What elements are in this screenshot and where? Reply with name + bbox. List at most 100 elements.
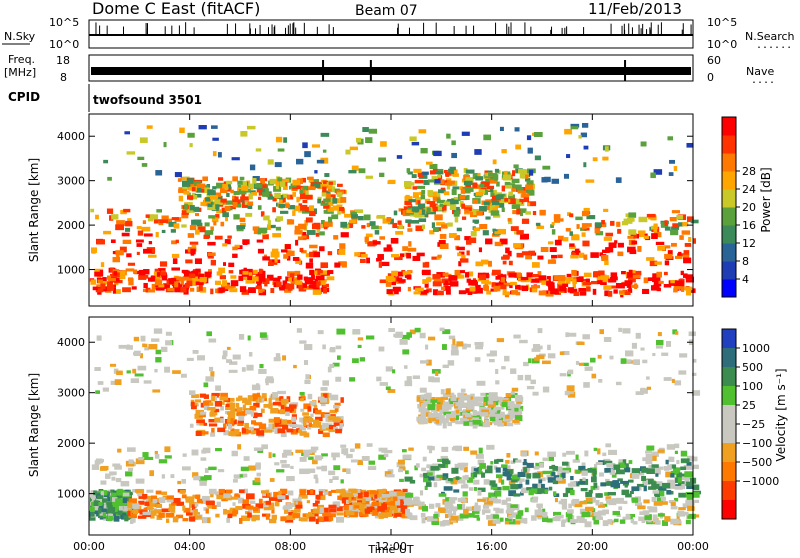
data-cell bbox=[205, 508, 209, 514]
data-cell bbox=[293, 205, 301, 212]
data-cell bbox=[252, 412, 258, 419]
colorbar-segment bbox=[722, 405, 736, 425]
data-cell bbox=[420, 394, 426, 399]
data-cell bbox=[589, 468, 597, 473]
data-cell bbox=[464, 209, 470, 214]
data-cell bbox=[428, 476, 435, 481]
data-cell bbox=[433, 513, 439, 519]
data-cell bbox=[333, 465, 341, 471]
data-cell bbox=[376, 376, 382, 382]
data-cell bbox=[113, 277, 120, 282]
data-cell bbox=[523, 361, 529, 367]
data-cell bbox=[425, 161, 433, 165]
data-cell bbox=[579, 291, 587, 296]
data-cell bbox=[612, 480, 620, 485]
data-cell bbox=[191, 219, 199, 225]
data-cell bbox=[659, 501, 668, 505]
data-cell bbox=[643, 479, 651, 485]
data-cell bbox=[90, 208, 95, 213]
data-cell bbox=[381, 493, 391, 498]
data-cell bbox=[579, 508, 588, 515]
data-cell bbox=[509, 281, 517, 286]
data-cell bbox=[321, 465, 328, 472]
data-cell bbox=[419, 387, 427, 393]
data-cell bbox=[345, 499, 350, 505]
data-cell bbox=[473, 479, 480, 485]
data-cell bbox=[280, 431, 287, 438]
data-cell bbox=[136, 243, 143, 247]
data-cell bbox=[523, 466, 528, 473]
data-cell bbox=[237, 444, 242, 450]
data-cell bbox=[258, 498, 263, 504]
data-cell bbox=[569, 213, 574, 218]
data-cell bbox=[470, 290, 478, 294]
data-cell bbox=[126, 151, 136, 155]
colorbar-tick-label: 500 bbox=[742, 361, 763, 374]
data-cell bbox=[191, 449, 199, 456]
nave-tick-top: 60 bbox=[707, 54, 721, 67]
data-cell bbox=[123, 505, 132, 512]
data-cell bbox=[186, 195, 194, 200]
data-cell bbox=[692, 238, 696, 244]
data-cell bbox=[102, 512, 107, 517]
data-cell bbox=[570, 254, 579, 259]
data-cell bbox=[394, 513, 402, 517]
data-cell bbox=[92, 505, 100, 512]
data-cell bbox=[363, 214, 371, 221]
data-cell bbox=[581, 122, 589, 128]
data-cell bbox=[408, 447, 414, 451]
data-cell bbox=[586, 215, 596, 220]
data-cell bbox=[193, 194, 198, 200]
data-cell bbox=[244, 488, 248, 494]
data-cell bbox=[122, 497, 128, 503]
data-cell bbox=[473, 505, 481, 512]
data-cell bbox=[505, 497, 511, 502]
data-cell bbox=[222, 212, 229, 218]
data-cell bbox=[626, 283, 631, 288]
data-cell bbox=[503, 282, 512, 287]
data-cell bbox=[277, 276, 282, 280]
data-cell bbox=[203, 405, 210, 411]
data-cell bbox=[450, 349, 459, 356]
data-cell bbox=[548, 285, 555, 291]
data-cell bbox=[504, 519, 511, 525]
data-cell bbox=[154, 279, 163, 286]
data-cell bbox=[290, 509, 297, 515]
data-cell bbox=[306, 514, 310, 519]
data-cell bbox=[217, 469, 225, 473]
data-cell bbox=[502, 399, 509, 405]
data-cell bbox=[155, 349, 162, 355]
data-cell bbox=[223, 493, 231, 499]
data-cell bbox=[126, 344, 130, 350]
data-cell bbox=[530, 379, 536, 385]
data-cell bbox=[329, 513, 336, 518]
colorbar-segment bbox=[722, 243, 736, 262]
data-cell bbox=[354, 443, 361, 449]
data-cell bbox=[427, 276, 431, 281]
data-cell bbox=[317, 516, 324, 523]
data-cell bbox=[292, 256, 300, 261]
data-cell bbox=[485, 281, 492, 285]
data-cell bbox=[220, 201, 228, 205]
data-cell bbox=[579, 519, 587, 524]
data-cell bbox=[281, 464, 290, 468]
data-cell bbox=[495, 508, 504, 514]
data-cell bbox=[456, 341, 464, 347]
data-cell bbox=[308, 422, 313, 428]
data-cell bbox=[181, 479, 187, 484]
data-cell bbox=[670, 242, 677, 247]
data-cell bbox=[423, 400, 432, 407]
data-cell bbox=[672, 223, 680, 228]
data-cell bbox=[125, 220, 133, 227]
data-cell bbox=[631, 240, 638, 245]
data-cell bbox=[432, 417, 439, 422]
data-cell bbox=[253, 422, 263, 426]
data-cell bbox=[226, 192, 230, 197]
data-cell bbox=[640, 347, 645, 351]
data-cell bbox=[363, 491, 369, 498]
data-cell bbox=[89, 515, 96, 521]
data-cell bbox=[333, 426, 338, 430]
data-cell bbox=[405, 194, 410, 198]
data-cell bbox=[396, 462, 405, 468]
data-cell bbox=[505, 247, 510, 254]
